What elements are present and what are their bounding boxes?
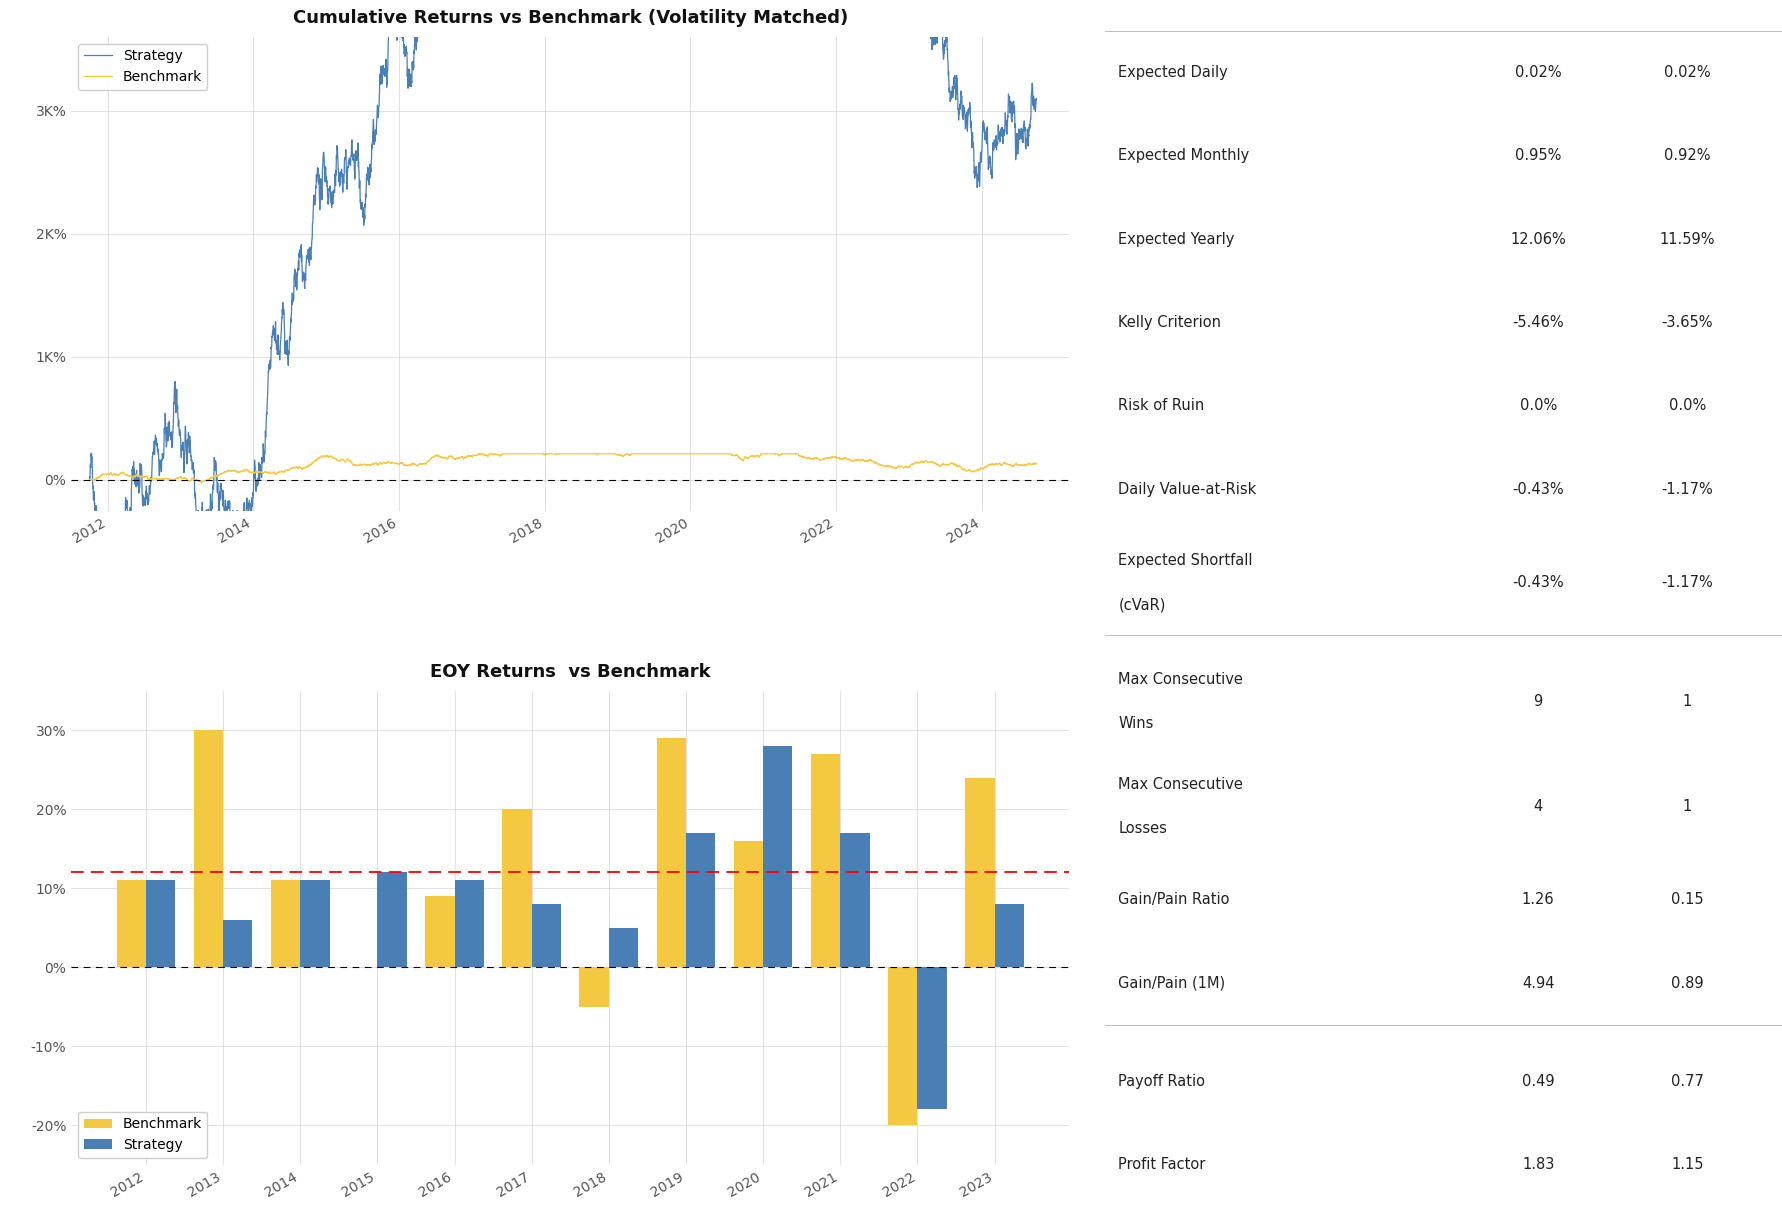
Text: 0.15: 0.15 (1672, 893, 1704, 907)
Benchmark (191, 474, 212, 489)
Text: 1.15: 1.15 (1672, 1157, 1704, 1172)
Bar (194, 731, 223, 967)
Bar (271, 880, 299, 967)
Text: 0.0%: 0.0% (1668, 398, 1705, 413)
Text: 0.77: 0.77 (1672, 1074, 1704, 1089)
Strategy (396, 51, 417, 66)
Text: Risk of Ruin: Risk of Ruin (1119, 398, 1205, 413)
Strategy (1019, 120, 1041, 135)
Legend: Strategy, Benchmark: Strategy, Benchmark (78, 44, 207, 89)
Text: Payoff Ratio: Payoff Ratio (1119, 1074, 1205, 1089)
Text: -5.46%: -5.46% (1513, 315, 1565, 330)
Text: -1.17%: -1.17% (1661, 575, 1713, 591)
Strategy (1026, 91, 1048, 105)
Bar (223, 920, 253, 967)
Text: 0.0%: 0.0% (1520, 398, 1557, 413)
Bar (503, 809, 531, 967)
Benchmark (1026, 456, 1048, 471)
Text: Kelly Criterion: Kelly Criterion (1119, 315, 1221, 330)
Strategy (80, 457, 102, 472)
Benchmark (715, 446, 736, 461)
Text: 11.59%: 11.59% (1659, 232, 1714, 246)
Bar (994, 904, 1025, 967)
Text: Expected Daily: Expected Daily (1119, 65, 1228, 80)
Text: 1.83: 1.83 (1522, 1157, 1554, 1172)
Text: 12.06%: 12.06% (1511, 232, 1566, 246)
Text: (cVaR): (cVaR) (1119, 597, 1165, 613)
Bar (116, 880, 146, 967)
Benchmark (470, 446, 492, 461)
Bar (734, 841, 763, 967)
Bar (763, 747, 793, 967)
Text: Losses: Losses (1119, 820, 1167, 836)
Benchmark (495, 446, 517, 461)
Bar (686, 832, 715, 967)
Bar (656, 738, 686, 967)
Bar (887, 967, 918, 1125)
Text: 0.95%: 0.95% (1515, 148, 1561, 163)
Text: Gain/Pain (1M): Gain/Pain (1M) (1119, 976, 1226, 991)
Strategy (78, 472, 100, 487)
Text: 0.89: 0.89 (1672, 976, 1704, 991)
Bar (966, 777, 994, 967)
Bar (811, 754, 841, 967)
Benchmark (80, 473, 102, 488)
Line: Strategy: Strategy (89, 0, 1037, 568)
Text: -3.65%: -3.65% (1661, 315, 1713, 330)
Bar (609, 928, 638, 967)
Benchmark (1019, 456, 1041, 471)
Benchmark (984, 457, 1005, 472)
Text: 0.02%: 0.02% (1515, 65, 1561, 80)
Text: Expected Yearly: Expected Yearly (1119, 232, 1235, 246)
Text: Wins: Wins (1119, 716, 1153, 732)
Bar (426, 896, 454, 967)
Bar (454, 880, 485, 967)
Text: -0.43%: -0.43% (1513, 575, 1565, 591)
Text: Max Consecutive: Max Consecutive (1119, 776, 1244, 792)
Text: Expected Monthly: Expected Monthly (1119, 148, 1249, 163)
Bar (579, 967, 609, 1007)
Text: 0.49: 0.49 (1522, 1074, 1554, 1089)
Title: EOY Returns  vs Benchmark: EOY Returns vs Benchmark (429, 663, 711, 680)
Text: 0.92%: 0.92% (1664, 148, 1711, 163)
Text: 9: 9 (1534, 694, 1543, 710)
Text: 1: 1 (1682, 694, 1691, 710)
Text: 4.94: 4.94 (1522, 976, 1554, 991)
Bar (299, 880, 330, 967)
Text: 4: 4 (1534, 798, 1543, 814)
Text: Profit Factor: Profit Factor (1119, 1157, 1206, 1172)
Text: Daily Value-at-Risk: Daily Value-at-Risk (1119, 482, 1256, 497)
Strategy (984, 139, 1005, 153)
Text: Gain/Pain Ratio: Gain/Pain Ratio (1119, 893, 1230, 907)
Bar (378, 873, 406, 967)
Text: -1.17%: -1.17% (1661, 482, 1713, 497)
Line: Benchmark: Benchmark (89, 454, 1037, 482)
Title: Cumulative Returns vs Benchmark (Volatility Matched): Cumulative Returns vs Benchmark (Volatil… (292, 9, 848, 27)
Bar (146, 880, 175, 967)
Text: 0.02%: 0.02% (1664, 65, 1711, 80)
Bar (531, 904, 561, 967)
Text: Expected Shortfall: Expected Shortfall (1119, 553, 1253, 569)
Bar (918, 967, 946, 1110)
Strategy (230, 560, 251, 575)
Text: 1: 1 (1682, 798, 1691, 814)
Benchmark (396, 457, 417, 472)
Text: -0.43%: -0.43% (1513, 482, 1565, 497)
Text: 1.26: 1.26 (1522, 893, 1554, 907)
Benchmark (78, 472, 100, 487)
Bar (841, 832, 870, 967)
Legend: Benchmark, Strategy: Benchmark, Strategy (78, 1112, 207, 1157)
Text: Max Consecutive: Max Consecutive (1119, 672, 1244, 688)
